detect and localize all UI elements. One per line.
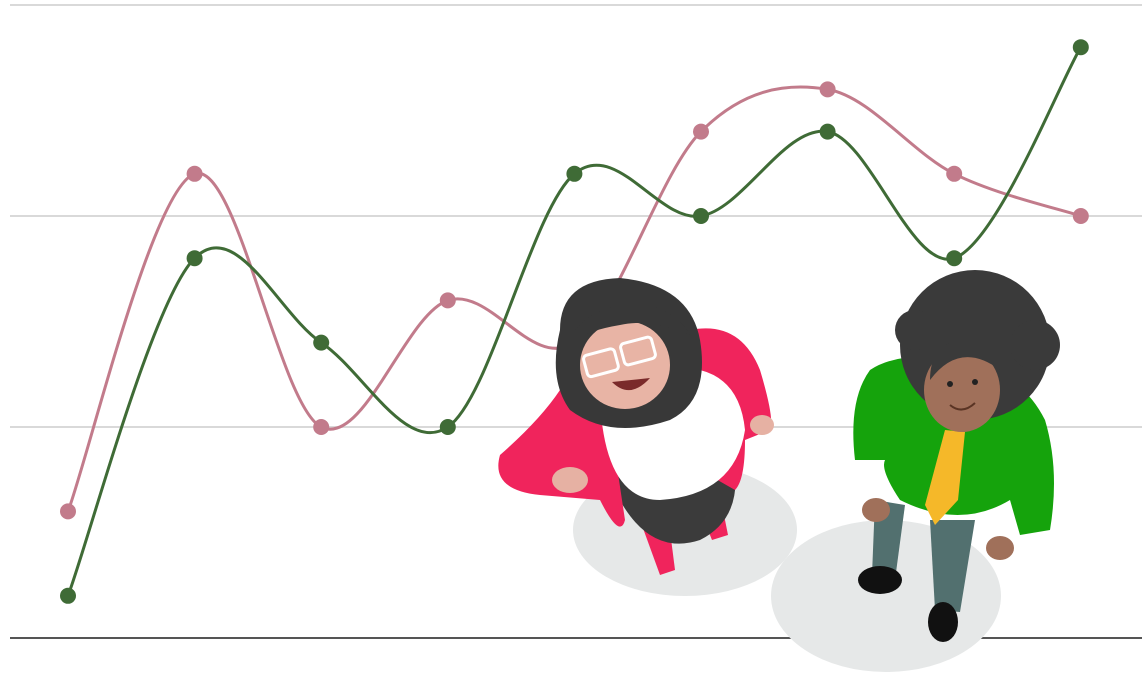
point: [439, 292, 456, 309]
illustration: [498, 270, 1060, 672]
woman: [498, 278, 774, 575]
point: [1072, 39, 1089, 56]
point: [60, 503, 76, 520]
point: [186, 165, 203, 182]
point: [946, 165, 963, 182]
line: [66, 46, 1083, 597]
man: [853, 270, 1060, 642]
point: [819, 81, 836, 98]
point: [946, 250, 963, 267]
point: [693, 208, 709, 224]
point: [566, 165, 583, 182]
point: [60, 587, 76, 604]
point: [186, 250, 203, 267]
point: [313, 334, 330, 351]
point: [819, 123, 836, 140]
point: [313, 419, 330, 435]
point: [1072, 208, 1089, 224]
point: [439, 419, 456, 435]
point: [693, 123, 709, 140]
